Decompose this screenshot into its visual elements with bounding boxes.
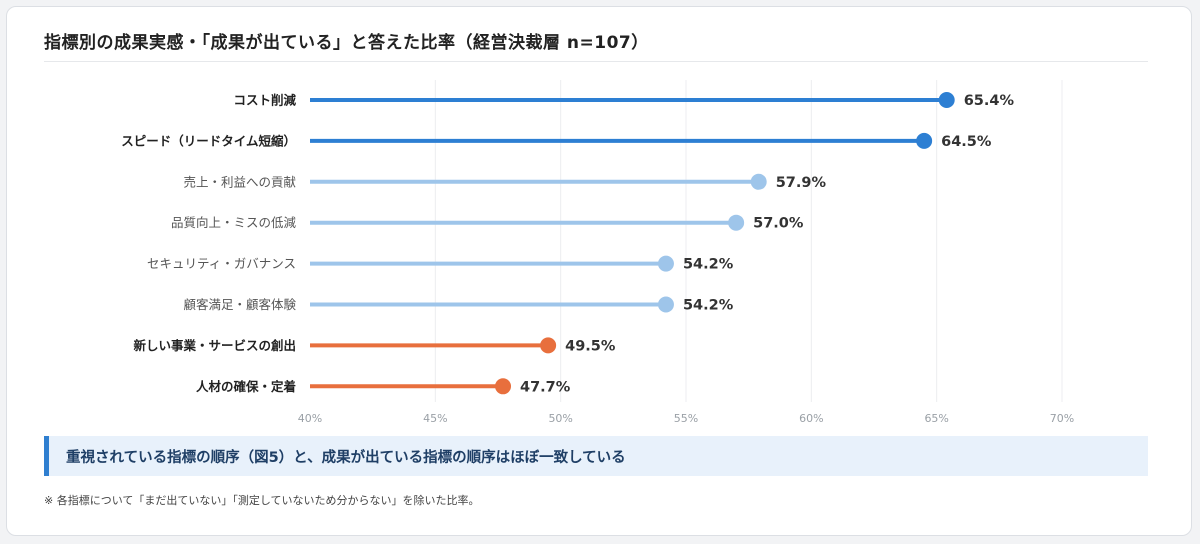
value-label: 64.5%	[941, 134, 992, 150]
category-label: 新しい事業・サービスの創出	[133, 338, 296, 353]
x-tick-label: 40%	[298, 412, 322, 425]
x-tick-label: 50%	[548, 412, 572, 425]
chart-title: 指標別の成果実感・「成果が出ている」と答えた比率（経営決裁層 n=107）	[44, 33, 649, 53]
lollipop-dot	[540, 337, 557, 354]
x-tick-label: 65%	[924, 412, 948, 425]
category-label: 顧客満足・顧客体験	[183, 297, 296, 312]
lollipop-dot	[750, 173, 767, 190]
key-finding-text: 重視されている指標の順序（図5）と、成果が出ている指標の順序はほぼ一致している	[66, 450, 626, 466]
value-label: 54.2%	[683, 257, 734, 273]
x-tick-label: 45%	[423, 412, 447, 425]
x-tick-label: 60%	[799, 412, 823, 425]
lollipop-dot	[728, 214, 745, 231]
value-label: 47.7%	[520, 379, 571, 395]
category-label: 売上・利益への貢献	[183, 174, 296, 189]
lollipop-dot	[495, 378, 512, 395]
value-label: 49.5%	[565, 338, 616, 354]
category-label: 人材の確保・定着	[196, 379, 296, 394]
value-label: 54.2%	[683, 298, 734, 314]
category-label: セキュリティ・ガバナンス	[147, 256, 296, 271]
footnote: ※ 各指標について「まだ出ていない」「測定していないため分からない」を除いた比率…	[44, 494, 480, 507]
x-tick-label: 55%	[674, 412, 698, 425]
value-label: 65.4%	[964, 93, 1015, 109]
value-label: 57.0%	[753, 216, 804, 232]
lollipop-dot	[657, 255, 674, 272]
title-divider	[44, 61, 1148, 62]
lollipop-dot	[657, 296, 674, 313]
category-label: スピード（リードタイム短縮）	[121, 133, 296, 148]
category-label: 品質向上・ミスの低減	[171, 215, 297, 230]
value-label: 57.9%	[776, 175, 827, 191]
category-label: コスト削減	[233, 93, 296, 108]
lollipop-dot	[916, 132, 933, 149]
key-finding-callout: 重視されている指標の順序（図5）と、成果が出ている指標の順序はほぼ一致している	[44, 436, 1148, 476]
x-tick-label: 70%	[1050, 412, 1074, 425]
lollipop-dot	[938, 92, 955, 108]
